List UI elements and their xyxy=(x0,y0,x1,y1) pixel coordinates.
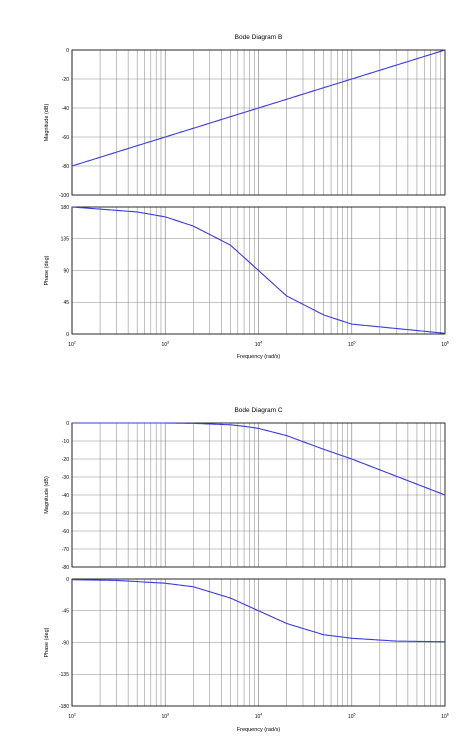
y-tick-label: -60 xyxy=(62,135,69,141)
x-tick-label: 105 xyxy=(348,340,356,348)
y-tick-label: -60 xyxy=(62,529,69,535)
y-tick-label: -100 xyxy=(59,193,69,199)
magnitude-line xyxy=(71,49,446,167)
y-tick-label: 45 xyxy=(63,300,69,306)
y-tick-label: -40 xyxy=(62,493,69,499)
y-tick-label: -80 xyxy=(62,164,69,170)
y-tick-label: -50 xyxy=(62,511,69,517)
phase-panel: 180 135 90 45 0 Phase (deg) xyxy=(44,205,446,338)
y-tick-label: -80 xyxy=(62,565,69,571)
y-tick-label: 0 xyxy=(66,577,69,583)
chart-title: Bode Diagram C xyxy=(234,407,282,414)
phase-panel: 0 -45 -90 -135 -180 Phase (deg) xyxy=(44,577,446,710)
y-tick-label: 0 xyxy=(66,332,69,338)
magnitude-panel: 0 -10 -20 -30 -40 -50 -60 -70 -80 Magnitude (dB) xyxy=(44,421,446,571)
x-tick-label: 103 xyxy=(161,340,169,348)
y-axis-label: Phase (deg) xyxy=(44,627,50,657)
x-tick-label: 104 xyxy=(255,712,263,720)
x-tick-label: 103 xyxy=(161,712,169,720)
y-axis-label: Phase (deg) xyxy=(44,255,50,285)
y-tick-label: -20 xyxy=(62,77,69,83)
bode-chart-1: Bode Diagram B 0 -20 -40 -60 -80 -100 Magnitude… xyxy=(44,34,449,360)
x-tick-label: 105 xyxy=(348,712,356,720)
y-tick-label: -20 xyxy=(62,457,69,463)
x-tick-label: 106 xyxy=(441,712,449,720)
y-tick-label: 135 xyxy=(61,237,70,243)
plot-frame xyxy=(71,206,446,335)
x-axis-label: Frequency (rad/s) xyxy=(237,727,281,733)
y-axis-label: Magnitude (dB) xyxy=(44,104,50,142)
y-tick-label: -40 xyxy=(62,106,69,112)
y-tick-label: -70 xyxy=(62,547,69,553)
phase-line xyxy=(71,579,446,643)
y-tick-label: -10 xyxy=(62,439,69,445)
y-tick-label: 180 xyxy=(61,205,70,211)
magnitude-line xyxy=(72,422,446,496)
x-axis-label: Frequency (rad/s) xyxy=(237,354,281,360)
x-tick-label: 102 xyxy=(68,712,76,720)
bode-chart-2: Bode Diagram C 0 -10 -20 -30 -40 -50 -60 -70 -80 M… xyxy=(44,407,449,733)
x-tick-label: 102 xyxy=(68,340,76,348)
y-tick-label: -135 xyxy=(59,672,69,678)
x-tick-label: 106 xyxy=(441,340,449,348)
x-tick-label: 104 xyxy=(255,340,263,348)
chart-title: Bode Diagram B xyxy=(235,34,283,41)
y-tick-label: -90 xyxy=(62,640,69,646)
y-tick-label: -45 xyxy=(62,609,69,615)
plot-frame xyxy=(71,578,446,707)
y-tick-label: -30 xyxy=(62,475,69,481)
plot-frame xyxy=(71,49,446,196)
magnitude-panel: 0 -20 -40 -60 -80 -100 Magnitude (dB) xyxy=(44,48,446,199)
y-tick-label: 0 xyxy=(66,48,69,54)
y-tick-label: 90 xyxy=(63,268,69,274)
y-tick-label: -180 xyxy=(59,704,69,710)
y-axis-label: Magnitude (dB) xyxy=(44,476,50,514)
phase-line xyxy=(71,206,446,334)
y-tick-label: 0 xyxy=(66,421,69,427)
